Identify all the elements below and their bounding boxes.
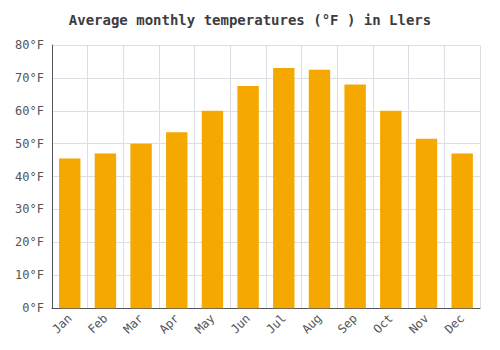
- svg-text:Apr: Apr: [156, 311, 181, 336]
- svg-text:Oct: Oct: [371, 311, 396, 336]
- svg-text:30°F: 30°F: [15, 202, 44, 216]
- svg-text:Dec: Dec: [442, 311, 467, 336]
- svg-text:Jul: Jul: [264, 311, 289, 336]
- svg-text:Average monthly temperatures (: Average monthly temperatures (°F ) in Ll…: [69, 12, 431, 28]
- svg-text:10°F: 10°F: [15, 268, 44, 282]
- svg-text:80°F: 80°F: [15, 38, 44, 52]
- svg-text:70°F: 70°F: [15, 71, 44, 85]
- svg-text:20°F: 20°F: [15, 235, 44, 249]
- svg-text:Mar: Mar: [121, 311, 146, 336]
- svg-text:Feb: Feb: [85, 311, 110, 336]
- svg-text:50°F: 50°F: [15, 137, 44, 151]
- svg-text:Aug: Aug: [299, 311, 324, 336]
- svg-text:Sep: Sep: [335, 311, 360, 336]
- svg-text:May: May: [192, 311, 217, 336]
- svg-text:0°F: 0°F: [22, 301, 44, 315]
- svg-text:Jan: Jan: [49, 311, 74, 336]
- svg-text:40°F: 40°F: [15, 170, 44, 184]
- svg-text:60°F: 60°F: [15, 104, 44, 118]
- svg-text:Nov: Nov: [406, 311, 431, 336]
- svg-text:Jun: Jun: [228, 311, 253, 336]
